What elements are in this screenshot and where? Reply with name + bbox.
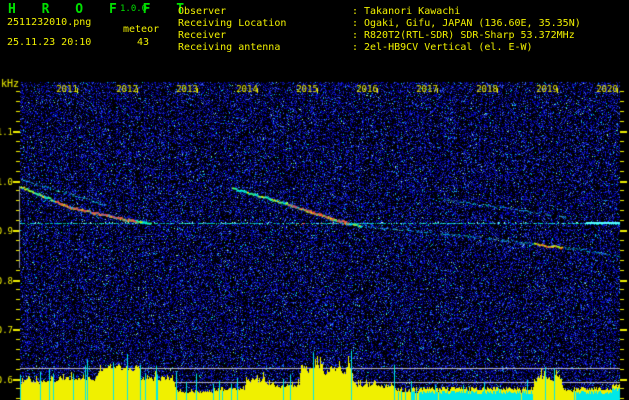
info-value: 2el-HB9CV Vertical (el. E-W) [364, 42, 533, 53]
mode-label: meteor [123, 24, 160, 35]
datetime-label: 25.11.23 20:10 [7, 37, 92, 48]
colon: : [352, 6, 359, 17]
output-filename: 2511232010.png [7, 17, 92, 28]
colon: : [352, 30, 359, 41]
app-title: H R O F F T [8, 2, 194, 17]
info-label: Receiving antenna [178, 42, 281, 53]
info-label: Receiving Location [178, 18, 287, 29]
colon: : [352, 42, 359, 53]
info-label: Observer [178, 6, 227, 17]
info-label: Receiver [178, 30, 227, 41]
colon: : [352, 18, 359, 29]
info-value: Ogaki, Gifu, JAPAN (136.60E, 35.35N) [364, 18, 581, 29]
info-value: R820T2(RTL-SDR) SDR-Sharp 53.372MHz [364, 30, 575, 41]
echo-count: 43 [137, 37, 150, 48]
app-version: 1.0.0 [120, 4, 148, 14]
info-value: Takanori Kawachi [364, 6, 461, 17]
